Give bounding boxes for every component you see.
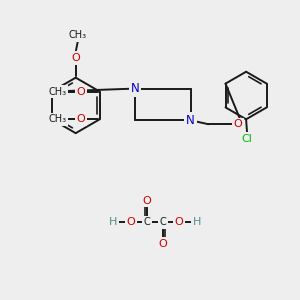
Text: O: O bbox=[143, 196, 152, 206]
Text: C: C bbox=[160, 217, 166, 227]
Text: C: C bbox=[144, 217, 150, 227]
Text: H: H bbox=[192, 217, 201, 227]
Text: O: O bbox=[158, 239, 167, 249]
Text: CH₃: CH₃ bbox=[48, 86, 66, 97]
Text: O: O bbox=[234, 119, 243, 129]
Text: O: O bbox=[76, 86, 85, 97]
Text: Cl: Cl bbox=[242, 134, 253, 144]
Text: CH₃: CH₃ bbox=[69, 30, 87, 40]
Text: O: O bbox=[71, 53, 80, 63]
Text: N: N bbox=[186, 114, 195, 127]
Text: CH₃: CH₃ bbox=[48, 114, 66, 124]
Text: O: O bbox=[76, 114, 85, 124]
Text: N: N bbox=[131, 82, 140, 95]
Text: O: O bbox=[127, 217, 136, 227]
Text: O: O bbox=[174, 217, 183, 227]
Text: H: H bbox=[109, 217, 118, 227]
